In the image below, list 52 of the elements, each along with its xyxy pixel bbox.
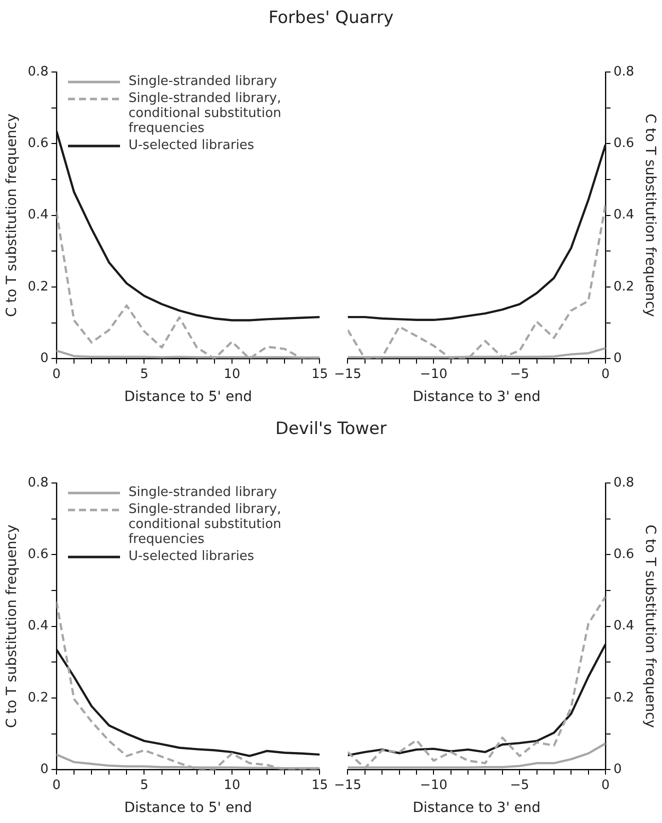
legend-label: Single-stranded library, conditional substitution frequencies bbox=[128, 502, 282, 547]
x-tick-label: 0 bbox=[52, 366, 61, 382]
y2-tick-label: 0.2 bbox=[614, 279, 634, 294]
y-tick-label: 0.6 bbox=[28, 136, 48, 152]
x-tick-label: 10 bbox=[224, 778, 240, 793]
x-tick-label: −10 bbox=[420, 778, 448, 793]
x-tick-label: 10 bbox=[224, 366, 240, 382]
x-tick-label: −10 bbox=[420, 366, 448, 382]
legend-label: Single-stranded library bbox=[128, 485, 278, 500]
y-tick-label: 0 bbox=[40, 350, 48, 366]
legend-label: Single-stranded library bbox=[128, 74, 278, 89]
y2-tick-label: 0.8 bbox=[614, 64, 634, 80]
legend-label: Single-stranded library, conditional substitution frequencies bbox=[128, 91, 282, 136]
x-axis-title: Distance to 3' end bbox=[412, 800, 540, 816]
y-tick-label: 0.2 bbox=[28, 279, 48, 294]
x-tick-label: 0 bbox=[601, 366, 610, 382]
y2-tick-label: 0.4 bbox=[614, 208, 634, 223]
y-tick-label: 0.4 bbox=[28, 208, 48, 223]
x-tick-label: −5 bbox=[510, 366, 530, 382]
y2-tick-label: 0.6 bbox=[614, 136, 634, 152]
x-tick-label: 0 bbox=[52, 778, 61, 793]
legend-label: U-selected libraries bbox=[128, 549, 254, 564]
legend-label: U-selected libraries bbox=[128, 138, 254, 153]
y-axis-title: C to T substitution frequency bbox=[4, 114, 20, 317]
y-tick-label: 0.8 bbox=[28, 475, 48, 490]
y-tick-label: 0.2 bbox=[28, 690, 48, 706]
y2-axis-title: C to T substitution frequency bbox=[642, 114, 658, 317]
y2-tick-label: 0.8 bbox=[614, 475, 634, 490]
y-tick-label: 0.6 bbox=[28, 547, 48, 562]
y-tick-label: 0 bbox=[40, 762, 48, 777]
y2-tick-label: 0.2 bbox=[614, 690, 634, 706]
y2-tick-label: 0 bbox=[614, 350, 622, 366]
y2-axis-title: C to T substitution frequency bbox=[642, 524, 658, 728]
x-axis-title: Distance to 5' end bbox=[124, 389, 252, 406]
y2-tick-label: 0.4 bbox=[614, 618, 634, 634]
x-tick-label: −15 bbox=[334, 778, 362, 793]
y2-tick-label: 0 bbox=[614, 762, 622, 777]
x-tick-label: 5 bbox=[140, 366, 148, 382]
y-tick-label: 0.4 bbox=[28, 618, 48, 634]
x-tick-label: 15 bbox=[311, 778, 328, 793]
chart-title: Forbes' Quarry bbox=[267, 8, 395, 28]
chart-title: Devil's Tower bbox=[274, 419, 388, 439]
y-axis-title: C to T substitution frequency bbox=[4, 524, 20, 728]
y-tick-label: 0.8 bbox=[28, 64, 48, 80]
x-tick-label: −5 bbox=[510, 778, 530, 793]
x-tick-label: 15 bbox=[311, 366, 328, 382]
x-tick-label: 0 bbox=[601, 778, 610, 793]
x-axis-title: Distance to 3' end bbox=[412, 389, 540, 406]
y2-tick-label: 0.6 bbox=[614, 547, 634, 562]
x-axis-title: Distance to 5' end bbox=[124, 800, 252, 816]
x-tick-label: −15 bbox=[334, 366, 362, 382]
x-tick-label: 5 bbox=[140, 778, 148, 793]
